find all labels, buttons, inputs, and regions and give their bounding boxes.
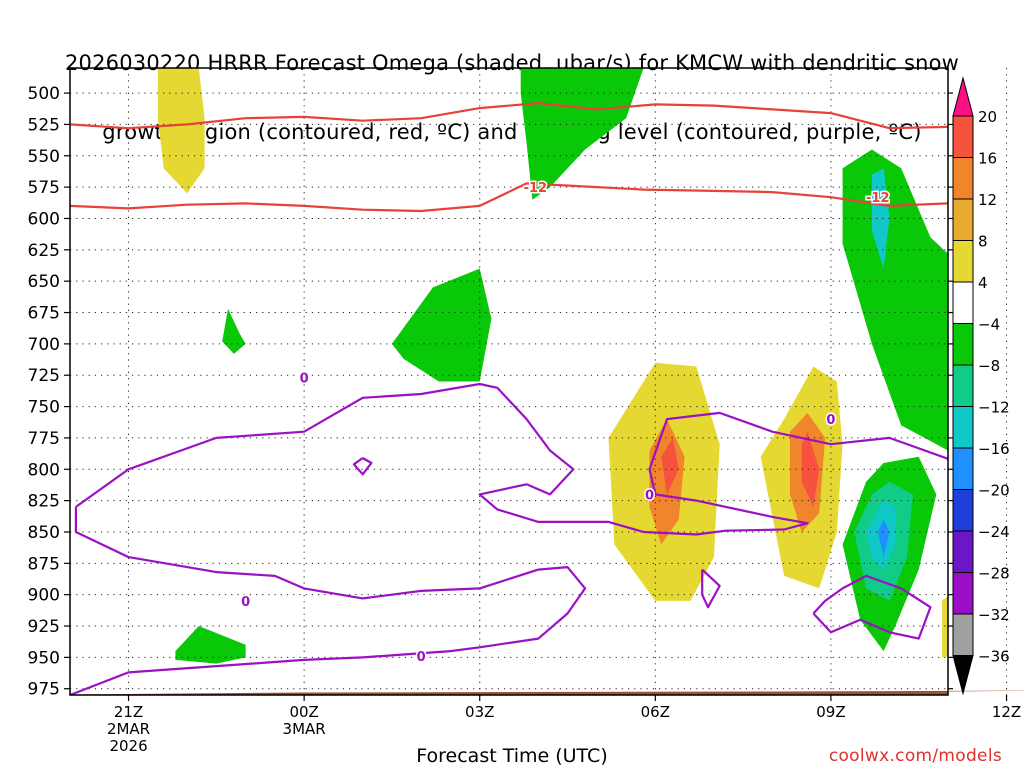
x-tick-label: 12Z (992, 703, 1021, 721)
x-tick-label: 21Z (114, 703, 143, 721)
y-axis: 500 525 550 575 600 625 650 675 700 725 750 775 800 8… (28, 84, 953, 700)
y-tick-label: 950 (28, 648, 60, 668)
colorbar-swatch (952, 406, 974, 449)
x-tick-label: 03Z (465, 703, 494, 721)
colorbar-cap-bottom (952, 655, 974, 696)
colorbar-swatch (952, 572, 974, 615)
y-tick-label: 825 (28, 492, 60, 512)
colorbar-label: −12 (978, 399, 1010, 417)
contour-label: 0 (241, 595, 250, 610)
omega-region-g-03z-upper (520, 68, 644, 200)
y-tick-label: 925 (28, 617, 60, 637)
x-tick-label: 00Z (289, 703, 318, 721)
colorbar-swatch (952, 613, 974, 656)
y-tick-label: 700 (28, 335, 60, 355)
omega-region-g-07z-big (842, 149, 948, 451)
colorbar-swatch (952, 364, 974, 407)
x-tick-label: 09Z (816, 703, 845, 721)
colorbar-label: −16 (978, 440, 1010, 458)
surface-band (70, 690, 1024, 695)
y-tick-label: 600 (28, 209, 60, 229)
contour-label: -12 (866, 191, 890, 206)
omega-shading (157, 68, 948, 664)
y-tick-label: 725 (28, 366, 60, 386)
colorbar-swatch (952, 489, 974, 532)
omega-region-g-01z (391, 268, 492, 382)
colorbar-label: −32 (978, 606, 1010, 624)
colorbar-label: −4 (978, 316, 1000, 334)
colorbar-label: 4 (978, 274, 988, 292)
omega-region-c-07z (871, 168, 890, 269)
colorbar-swatch (952, 115, 974, 158)
x-tick-label: 2MAR (107, 720, 150, 738)
colorbar-label: 20 (978, 108, 997, 126)
y-tick-label: 850 (28, 523, 60, 543)
colorbar-label: 12 (978, 191, 997, 209)
x-tick-label: 3MAR (283, 720, 326, 738)
colorbar-swatch (952, 447, 974, 490)
contour-small-loop-05z (701, 568, 721, 609)
omega-region-b-08z (877, 519, 890, 558)
contour-lines: -12 -12 0 0 0 0 0 (70, 102, 948, 695)
omega-region-g-22z-lower (175, 626, 246, 664)
y-tick-label: 900 (28, 586, 60, 606)
colorbar-swatch (952, 323, 974, 366)
contour-label: 0 (826, 413, 835, 428)
y-tick-label: 650 (28, 272, 60, 292)
y-tick-label: 800 (28, 460, 60, 480)
x-tick-label: 2026 (109, 737, 147, 755)
colorbar-cap-top (952, 76, 974, 117)
contour-label: 0 (300, 372, 309, 387)
contour-freezing-level-b (70, 506, 587, 695)
y-tick-label: 575 (28, 178, 60, 198)
colorbar-swatch (952, 198, 974, 241)
colorbar-swatch (952, 240, 974, 283)
y-tick-label: 875 (28, 554, 60, 574)
grid-lines (70, 68, 1008, 695)
contour-label: -12 (524, 181, 548, 196)
colorbar-label: −36 (978, 648, 1010, 666)
omega-region-y-10z-lower (942, 595, 948, 658)
contour-freezing-level-c (812, 574, 932, 640)
x-tick-label: 06Z (641, 703, 670, 721)
contour-dendritic-top (70, 102, 948, 130)
colorbar-label: −8 (978, 357, 1000, 375)
y-tick-label: 525 (28, 115, 60, 135)
omega-region-y-21z-upper (157, 68, 205, 194)
y-tick-label: 500 (28, 84, 60, 104)
colorbar-label: 8 (978, 233, 988, 251)
contour-small-loop-01z (352, 457, 373, 476)
contour-dendritic-bottom (70, 182, 948, 213)
site-credit: coolwx.com/models (828, 746, 1002, 766)
omega-region-r-04z (661, 437, 679, 495)
colorbar-swatch (952, 157, 974, 200)
y-tick-label: 775 (28, 429, 60, 449)
omega-region-g-22z-small (222, 308, 246, 354)
colorbar-swatch (952, 281, 974, 324)
surface-terrain (70, 690, 1024, 695)
y-tick-label: 675 (28, 304, 60, 324)
colorbar-label: 16 (978, 150, 997, 168)
contour-freezing-level-a (75, 382, 948, 536)
contour-label: 0 (417, 650, 426, 665)
colorbar: 20 16 12 8 4 −4 −8 −12 −16 −20 −24 −28 −32 −36 (952, 76, 1010, 696)
colorbar-swatch (952, 530, 974, 573)
omega-region-r-06z (801, 431, 820, 507)
colorbar-label: −28 (978, 565, 1010, 583)
y-tick-label: 550 (28, 147, 60, 167)
contour-label: 0 (645, 488, 654, 503)
x-axis-title: Forecast Time (UTC) (416, 745, 608, 767)
colorbar-label: −24 (978, 523, 1010, 541)
y-tick-label: 750 (28, 398, 60, 418)
colorbar-label: −20 (978, 482, 1010, 500)
plot-frame (69, 67, 949, 696)
y-tick-label: 625 (28, 241, 60, 261)
y-tick-label: 975 (28, 680, 60, 700)
